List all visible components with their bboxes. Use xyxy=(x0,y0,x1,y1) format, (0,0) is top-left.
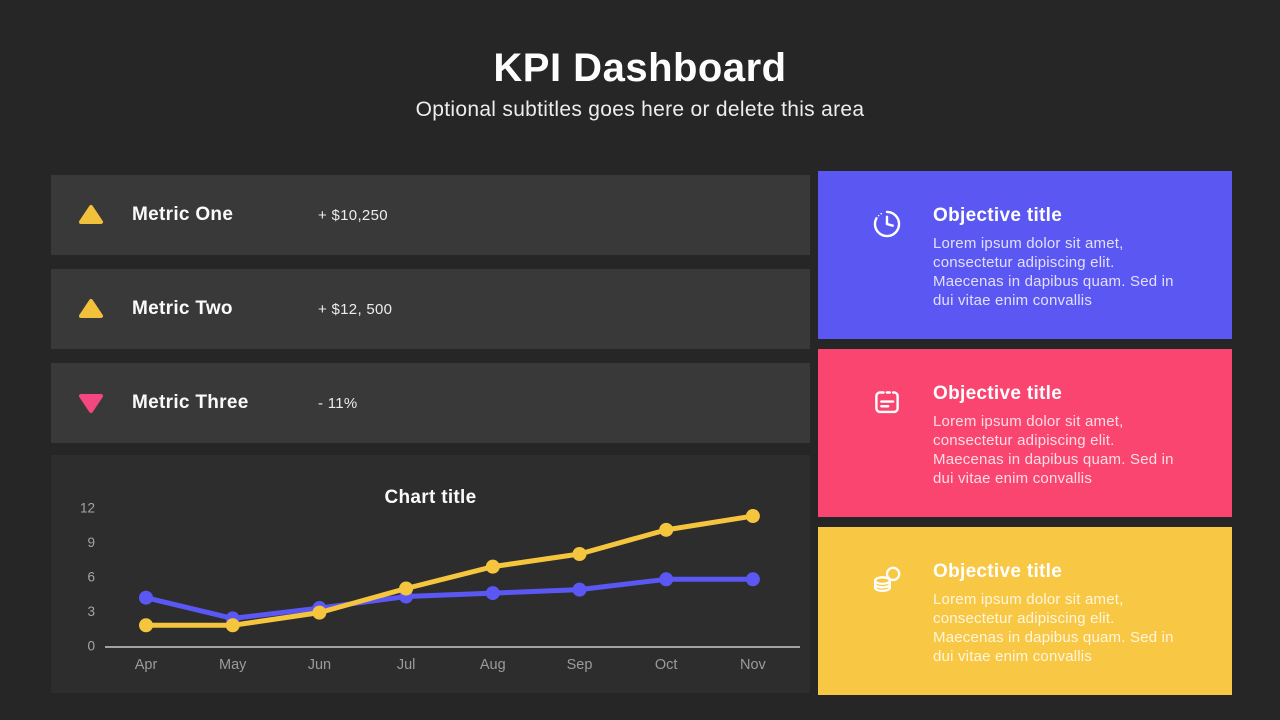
objective-title: Objective title xyxy=(933,561,1063,582)
objective-title: Objective title xyxy=(933,205,1063,226)
page-subtitle: Optional subtitles goes here or delete t… xyxy=(415,98,865,121)
coins-icon xyxy=(870,563,904,597)
svg-text:Nov: Nov xyxy=(740,657,767,673)
metric-card-two: Metric Two + $12, 500 xyxy=(51,269,810,349)
svg-text:Chart title: Chart title xyxy=(385,487,477,508)
svg-text:9: 9 xyxy=(87,535,95,550)
trend-down-icon xyxy=(78,392,104,414)
trend-up-icon xyxy=(78,298,104,320)
objective-title: Objective title xyxy=(933,383,1063,404)
objective-content: Objective title Lorem ipsum dolor sit am… xyxy=(933,201,1185,339)
svg-text:0: 0 xyxy=(87,639,95,654)
objective-card-purple: Objective title Lorem ipsum dolor sit am… xyxy=(818,171,1232,339)
metric-card-three: Metric Three - 11% xyxy=(51,363,810,443)
svg-text:Sep: Sep xyxy=(567,657,593,673)
svg-text:6: 6 xyxy=(87,570,95,585)
metric-value: + $10,250 xyxy=(318,206,388,224)
metric-label: Metric Three xyxy=(132,392,249,413)
page-title: KPI Dashboard xyxy=(493,46,787,90)
objective-card-pink: Objective title Lorem ipsum dolor sit am… xyxy=(818,349,1232,517)
objective-card-yellow: Objective title Lorem ipsum dolor sit am… xyxy=(818,527,1232,695)
svg-text:3: 3 xyxy=(87,604,95,619)
metric-value: - 11% xyxy=(318,394,358,412)
svg-text:Jun: Jun xyxy=(308,657,331,673)
kpi-line-chart: Chart title 0 3 6 9 12 Apr May Jun Jul Aug Sep Oct No… xyxy=(80,487,800,673)
objective-content: Objective title Lorem ipsum dolor sit am… xyxy=(933,379,1185,517)
notes-icon xyxy=(870,385,904,419)
trend-up-icon xyxy=(78,204,104,226)
metric-value: + $12, 500 xyxy=(318,300,393,318)
objective-content: Objective title Lorem ipsum dolor sit am… xyxy=(933,557,1185,695)
metric-card-one: Metric One + $10,250 xyxy=(51,175,810,255)
svg-text:Oct: Oct xyxy=(655,657,678,673)
metric-label: Metric One xyxy=(132,204,234,225)
objective-body: Lorem ipsum dolor sit amet, consectetur … xyxy=(933,591,1174,665)
clock-icon xyxy=(870,207,904,241)
chart-panel: Chart title 0 3 6 9 12 Apr May Jun Jul Aug Sep Oct No… xyxy=(51,455,810,693)
metric-label: Metric Two xyxy=(132,298,233,319)
objectives-column: Objective title Lorem ipsum dolor sit am… xyxy=(818,171,1232,705)
svg-text:May: May xyxy=(219,657,247,673)
metrics-column: Metric One + $10,250 Metric Two + $12, 5… xyxy=(51,175,810,457)
svg-text:Jul: Jul xyxy=(397,657,416,673)
header: KPI Dashboard Optional subtitles goes he… xyxy=(0,46,1280,122)
objective-body: Lorem ipsum dolor sit amet, consectetur … xyxy=(933,235,1174,309)
svg-text:Apr: Apr xyxy=(135,657,158,673)
svg-text:Aug: Aug xyxy=(480,657,506,673)
objective-body: Lorem ipsum dolor sit amet, consectetur … xyxy=(933,413,1174,487)
svg-text:12: 12 xyxy=(80,501,95,516)
